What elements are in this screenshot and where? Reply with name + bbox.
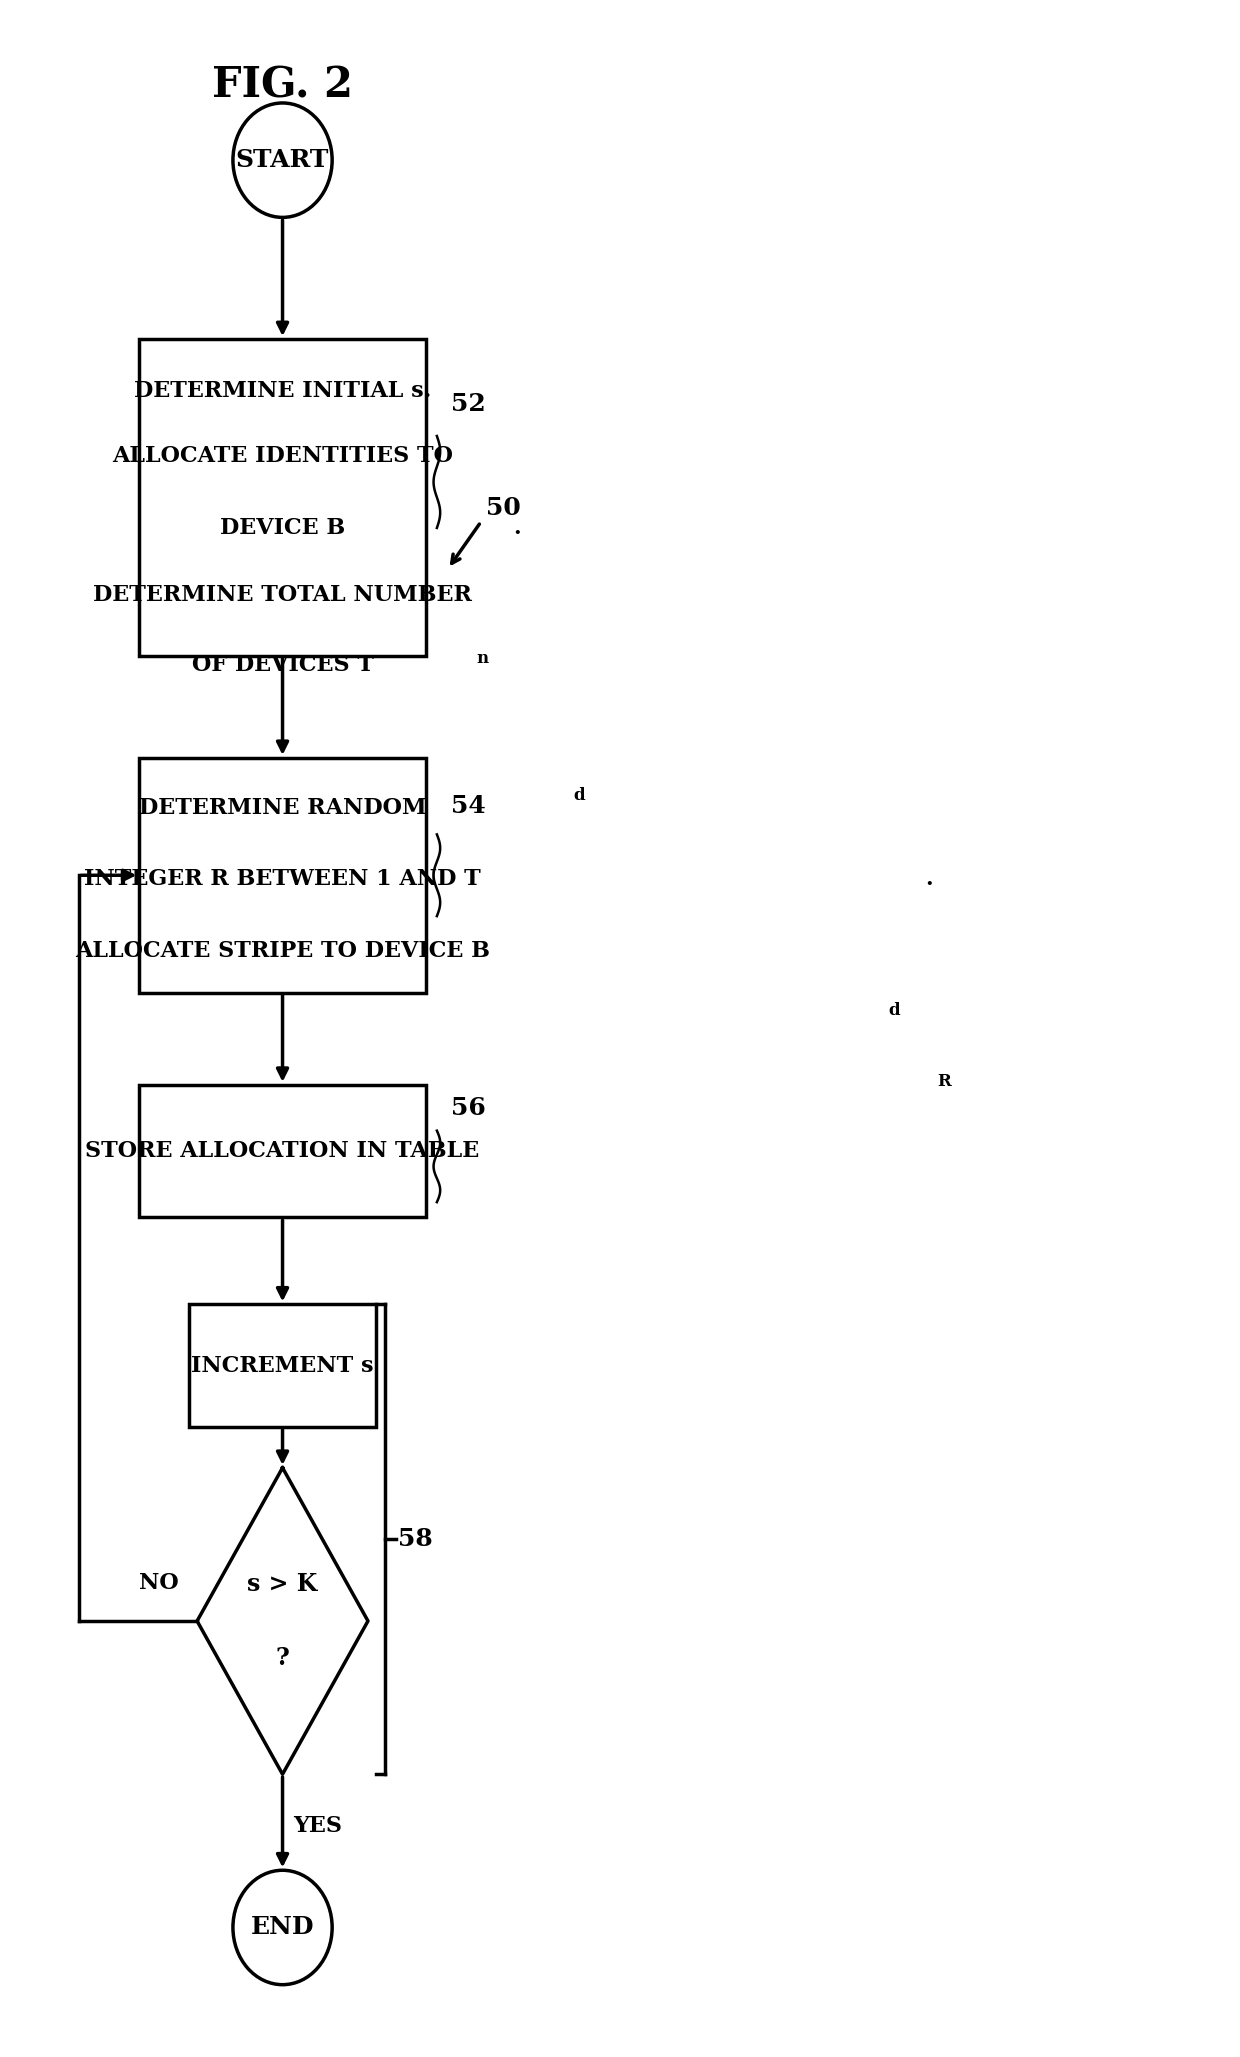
Text: ?: ? bbox=[275, 1646, 289, 1670]
Text: DETERMINE RANDOM: DETERMINE RANDOM bbox=[139, 796, 427, 819]
Text: 56: 56 bbox=[450, 1096, 485, 1121]
Text: 58: 58 bbox=[398, 1526, 433, 1551]
Text: NO: NO bbox=[139, 1572, 179, 1594]
Text: ALLOCATE STRIPE TO DEVICE B: ALLOCATE STRIPE TO DEVICE B bbox=[76, 940, 490, 963]
Text: 50: 50 bbox=[486, 496, 521, 520]
Text: FIG. 2: FIG. 2 bbox=[212, 64, 353, 107]
Text: s > K: s > K bbox=[248, 1572, 317, 1596]
Text: DETERMINE INITIAL s.: DETERMINE INITIAL s. bbox=[134, 381, 432, 401]
Text: INTEGER R BETWEEN 1 AND T: INTEGER R BETWEEN 1 AND T bbox=[84, 868, 481, 891]
Bar bbox=[139, 339, 425, 656]
Text: YES: YES bbox=[294, 1814, 342, 1837]
Text: DETERMINE TOTAL NUMBER: DETERMINE TOTAL NUMBER bbox=[93, 584, 472, 607]
Text: 52: 52 bbox=[450, 391, 485, 416]
Text: ALLOCATE IDENTITIES TO: ALLOCATE IDENTITIES TO bbox=[112, 446, 453, 467]
Text: 54: 54 bbox=[450, 794, 485, 819]
Bar bbox=[188, 1304, 376, 1428]
Text: d: d bbox=[889, 1002, 900, 1018]
Text: START: START bbox=[236, 148, 330, 173]
Text: DEVICE B: DEVICE B bbox=[219, 516, 345, 539]
Text: .: . bbox=[513, 516, 521, 539]
Bar bbox=[139, 757, 425, 994]
Text: OF DEVICES T: OF DEVICES T bbox=[191, 654, 373, 677]
Text: INCREMENT s: INCREMENT s bbox=[191, 1356, 373, 1376]
Text: STORE ALLOCATION IN TABLE: STORE ALLOCATION IN TABLE bbox=[86, 1140, 480, 1162]
Text: n: n bbox=[476, 650, 489, 666]
Polygon shape bbox=[197, 1469, 368, 1775]
Bar bbox=[139, 1084, 425, 1218]
Text: END: END bbox=[250, 1915, 314, 1940]
Text: R: R bbox=[937, 1074, 951, 1090]
Text: .: . bbox=[925, 868, 932, 891]
Text: d: d bbox=[574, 788, 585, 804]
